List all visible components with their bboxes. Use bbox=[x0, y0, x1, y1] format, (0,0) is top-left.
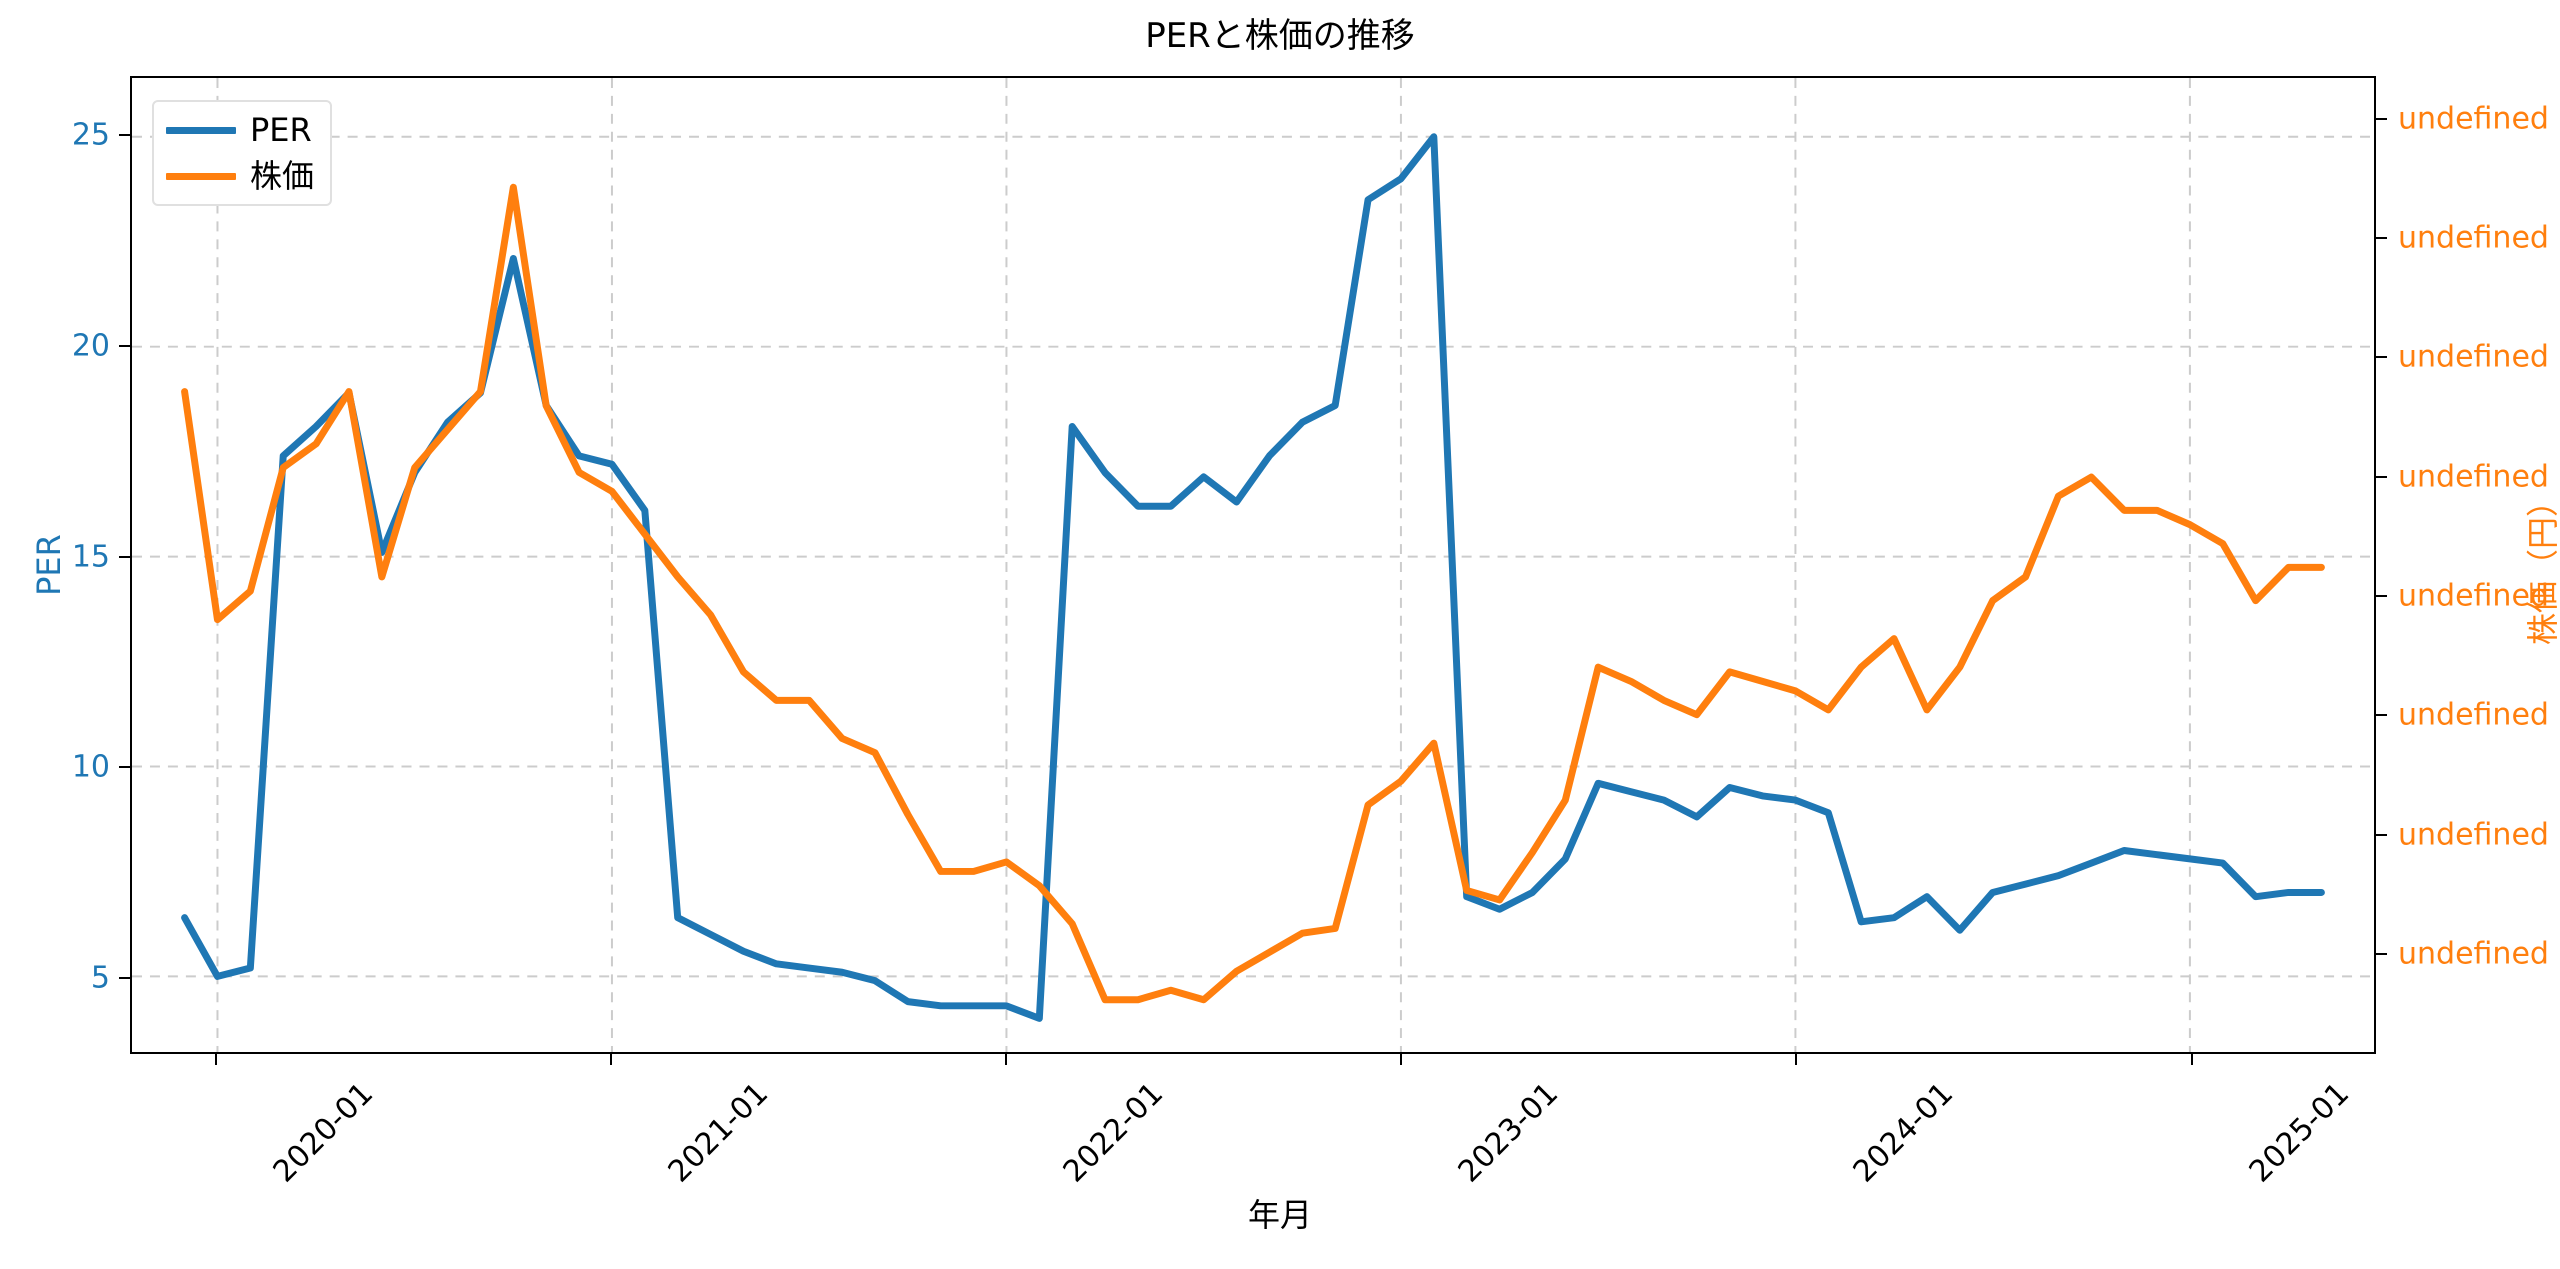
legend-item-per[interactable]: PER bbox=[166, 112, 314, 148]
y-left-tick-label: 5 bbox=[90, 960, 110, 996]
x-tick-label: 2025-01 bbox=[2242, 1076, 2356, 1190]
chart-title: PERと株価の推移 bbox=[1145, 16, 1415, 56]
gridlines bbox=[132, 78, 2374, 1052]
y-right-tick-label: undefined bbox=[2398, 339, 2549, 375]
y-right-tickmark bbox=[2376, 952, 2387, 955]
y-left-tick-label: 15 bbox=[71, 539, 110, 575]
plot-area: PER 株価 bbox=[130, 76, 2376, 1054]
x-axis-label: 年月 bbox=[1247, 1196, 1312, 1234]
x-tick-label: 2021-01 bbox=[661, 1076, 775, 1190]
y-axis-left-label: PER bbox=[29, 534, 68, 596]
y-left-tick-label: 25 bbox=[71, 117, 110, 153]
x-tick-label: 2022-01 bbox=[1056, 1076, 1171, 1190]
y-right-tickmark bbox=[2376, 714, 2387, 717]
x-tickmark bbox=[2190, 1054, 2193, 1065]
y-axis-right-label: 株価（円） bbox=[2524, 484, 2560, 646]
y-right-tickmark bbox=[2376, 117, 2387, 120]
legend-swatch-per bbox=[166, 126, 236, 134]
y-right-tick-label: undefined bbox=[2398, 578, 2549, 614]
plot-svg bbox=[132, 78, 2374, 1052]
y-right-tickmark bbox=[2376, 475, 2387, 478]
y-right-tick-label: undefined bbox=[2398, 101, 2549, 137]
series-lines bbox=[181, 133, 2325, 1022]
legend-label-per: PER bbox=[250, 111, 312, 149]
y-left-tickmark bbox=[119, 344, 130, 347]
y-right-tick-label: undefined bbox=[2398, 459, 2549, 495]
legend-swatch-kabuka bbox=[166, 172, 236, 180]
y-right-tick-label: undefined bbox=[2398, 697, 2549, 733]
x-tickmark bbox=[214, 1054, 217, 1065]
legend-item-kabuka[interactable]: 株価 bbox=[166, 158, 314, 194]
chart-legend: PER 株価 bbox=[152, 100, 333, 206]
x-tickmark bbox=[609, 1054, 612, 1065]
y-right-tickmark bbox=[2376, 356, 2387, 359]
y-left-tickmark bbox=[119, 766, 130, 769]
legend-label-kabuka: 株価 bbox=[250, 157, 315, 195]
x-tick-label: 2020-01 bbox=[266, 1076, 380, 1190]
y-right-tick-label: undefined bbox=[2398, 936, 2549, 972]
y-right-tickmark bbox=[2376, 237, 2387, 240]
x-tick-label: 2023-01 bbox=[1451, 1076, 1566, 1190]
y-left-tickmark bbox=[119, 555, 130, 558]
x-tickmark bbox=[1400, 1054, 1403, 1065]
x-tick-label: 2024-01 bbox=[1847, 1076, 1961, 1190]
y-right-tick-label: undefined bbox=[2398, 817, 2549, 853]
y-right-tickmark bbox=[2376, 833, 2387, 836]
y-right-tick-label: undefined bbox=[2398, 220, 2549, 256]
x-tickmark bbox=[1795, 1054, 1798, 1065]
y-left-tickmark bbox=[119, 977, 130, 980]
y-left-tickmark bbox=[119, 134, 130, 137]
y-right-tickmark bbox=[2376, 595, 2387, 597]
y-left-tick-label: 20 bbox=[71, 328, 110, 364]
y-left-tick-label: 10 bbox=[71, 749, 110, 785]
x-tickmark bbox=[1005, 1054, 1007, 1065]
